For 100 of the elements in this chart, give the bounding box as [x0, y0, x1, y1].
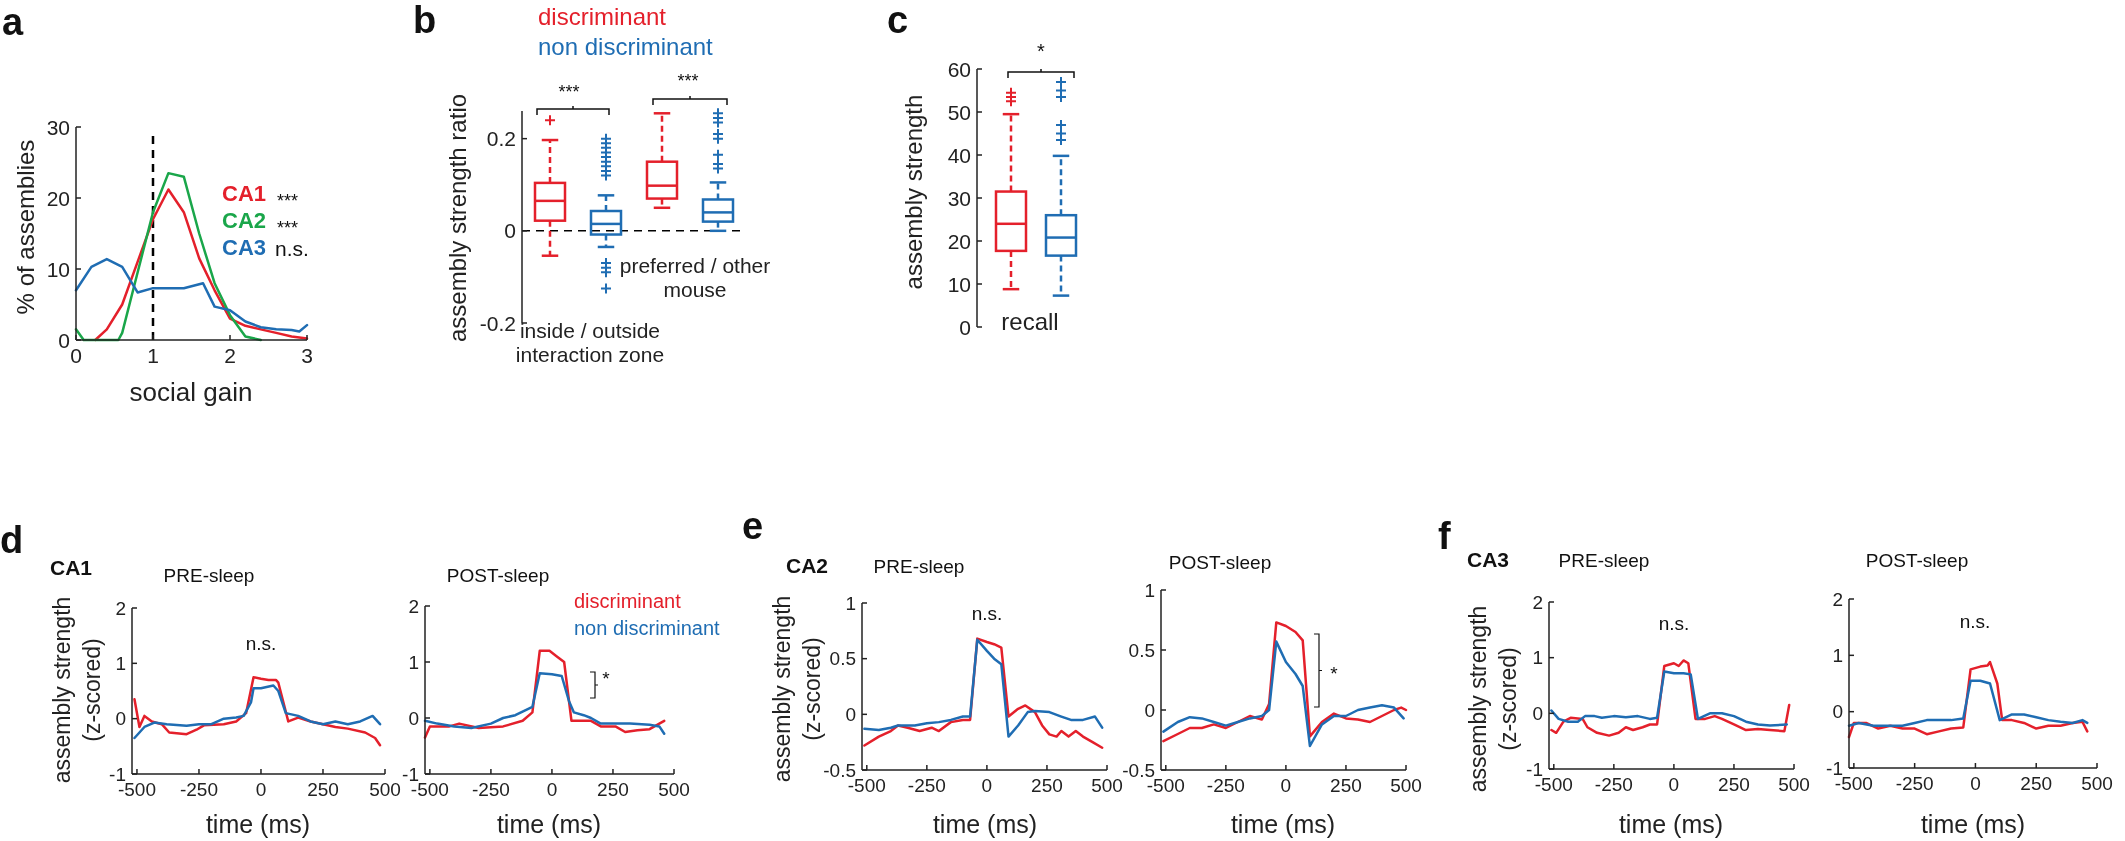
- series-label: non discriminant: [574, 617, 721, 639]
- chart-title: CA2: [786, 554, 829, 577]
- text: f: [1438, 515, 1451, 557]
- y-tick-label: 2: [115, 597, 126, 619]
- y-tick-label: 2: [1832, 588, 1843, 610]
- x-tick-label: 500: [2081, 772, 2113, 794]
- line-series: [1847, 679, 2089, 727]
- x-tick-label: 0: [1668, 773, 1680, 795]
- x-tick-label: inside / outside interaction zone: [515, 319, 665, 367]
- y-tick-label: 50: [947, 100, 971, 124]
- x-tick-label: -250: [907, 774, 946, 796]
- line-series: [423, 671, 666, 735]
- y-axis-title: assembly strength (z-scored): [49, 596, 105, 784]
- annotation: n.s.: [245, 633, 277, 654]
- text: ***: [558, 82, 580, 102]
- x-tick-label: 500: [1778, 773, 1810, 795]
- x-axis-title: time (ms): [1920, 810, 2026, 838]
- line-series: [94, 188, 309, 342]
- x-tick-label: -250: [471, 778, 510, 800]
- series-label: CA3: [222, 235, 267, 260]
- x-tick-label: -250: [179, 778, 218, 800]
- annotation: n.s.: [1658, 613, 1690, 634]
- y-tick-label: 0: [408, 707, 419, 729]
- x-axis-title: time (ms): [1618, 810, 1724, 838]
- text: ***: [677, 71, 699, 91]
- y-tick-label: 0: [115, 708, 126, 730]
- y-tick-label: 10: [947, 272, 971, 296]
- x-axis-title: time (ms): [205, 810, 311, 838]
- y-axis-title: % of assemblies: [11, 139, 39, 315]
- x-tick-label: 500: [1390, 774, 1422, 796]
- text: discriminant: [574, 590, 682, 612]
- y-tick-label: 0.5: [1128, 639, 1155, 661]
- y-tick-label: 0.5: [829, 648, 856, 670]
- chart-subtitle: POST-sleep: [1168, 552, 1272, 573]
- text: non discriminant: [538, 33, 714, 60]
- y-tick-label: 1: [1532, 647, 1543, 669]
- y-axis-title: assembly strength (z-scored): [1465, 605, 1521, 793]
- line-series: [1162, 640, 1405, 748]
- chart-title: CA3: [1467, 548, 1510, 571]
- chart-subtitle: PRE-sleep: [163, 565, 255, 586]
- chart-subtitle: PRE-sleep: [873, 556, 965, 577]
- text: *: [1037, 40, 1046, 62]
- x-axis-title: time (ms): [932, 810, 1038, 838]
- line-series: [74, 257, 309, 333]
- x-tick-label: 250: [2020, 772, 2053, 794]
- series-label: CA1: [222, 181, 267, 206]
- annotation: *: [1330, 663, 1339, 684]
- text: d: [0, 519, 24, 561]
- x-tick-label: 1: [147, 344, 159, 368]
- y-tick-label: 0: [504, 219, 516, 243]
- y-tick-label: 40: [947, 143, 971, 167]
- x-tick-label: 0: [981, 774, 993, 796]
- text: c: [887, 0, 909, 41]
- x-tick-label: 250: [597, 778, 629, 800]
- x-tick-label: 0: [546, 778, 558, 800]
- y-axis-title: assembly strength ratio: [443, 93, 471, 343]
- x-tick-label: recall: [1001, 308, 1059, 335]
- x-tick-label: 0: [1970, 772, 1981, 794]
- chart-title: CA1: [50, 556, 93, 579]
- x-tick-label: preferred / other mouse: [619, 254, 771, 302]
- annotation: ***: [277, 191, 299, 211]
- text: e: [742, 505, 764, 547]
- x-tick-label: 250: [1718, 773, 1750, 795]
- x-axis-title: time (ms): [496, 810, 602, 838]
- x-tick-label: 500: [658, 778, 690, 800]
- text: b: [413, 0, 437, 41]
- x-tick-label: 250: [307, 778, 339, 800]
- y-tick-label: 0: [58, 328, 70, 352]
- x-tick-label: 0: [1280, 774, 1292, 796]
- line-series: [1550, 670, 1789, 727]
- y-tick-label: 0: [1832, 701, 1843, 723]
- chart-subtitle: POST-sleep: [446, 565, 550, 586]
- y-tick-label: 20: [947, 229, 971, 253]
- y-tick-label: 1: [408, 651, 419, 673]
- x-axis-title: social gain: [129, 377, 253, 407]
- y-tick-label: 1: [845, 592, 856, 614]
- x-tick-label: -250: [1895, 772, 1934, 794]
- text: discriminant: [538, 3, 667, 30]
- y-tick-label: 1: [1832, 644, 1843, 666]
- x-tick-label: 500: [369, 778, 401, 800]
- y-tick-label: 2: [408, 595, 419, 617]
- y-tick-label: 0: [1144, 699, 1155, 721]
- y-axis-title: assembly strength: [899, 94, 927, 290]
- y-tick-label: 0.2: [486, 127, 516, 151]
- x-tick-label: 2: [224, 344, 236, 368]
- y-tick-label: 30: [46, 115, 70, 139]
- annotation: n.s.: [971, 603, 1003, 624]
- chart-subtitle: PRE-sleep: [1558, 550, 1650, 571]
- y-tick-label: 20: [46, 186, 70, 210]
- y-tick-label: 0: [1532, 702, 1543, 724]
- x-tick-label: 500: [1091, 774, 1123, 796]
- annotation: *: [602, 668, 611, 689]
- series-label: CA2: [222, 208, 267, 233]
- y-axis-title: assembly strength (z-scored): [769, 595, 825, 783]
- chart-subtitle: POST-sleep: [1865, 550, 1969, 571]
- line-series: [133, 684, 382, 740]
- x-tick-label: -250: [1594, 773, 1633, 795]
- y-tick-label: 60: [947, 57, 971, 81]
- text: a: [2, 1, 24, 43]
- x-axis-title: time (ms): [1230, 810, 1336, 838]
